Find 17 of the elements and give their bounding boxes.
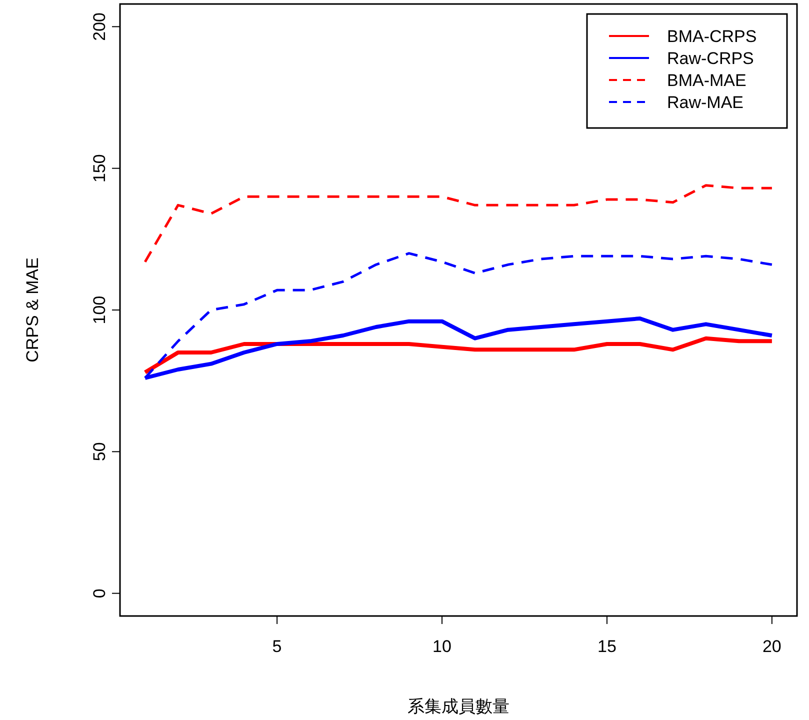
x-tick-label: 20	[762, 637, 782, 656]
y-tick-label: 150	[90, 154, 109, 183]
y-tick-label: 0	[90, 588, 109, 598]
x-tick-label: 10	[432, 637, 452, 656]
legend-label: Raw-CRPS	[667, 49, 754, 68]
y-axis-title: CRPS & MAE	[23, 258, 42, 362]
legend-label: BMA-CRPS	[667, 27, 757, 46]
y-tick-label: 100	[90, 296, 109, 324]
line-series	[144, 184, 774, 264]
line-series	[143, 336, 774, 374]
y-tick-label: 200	[90, 12, 109, 41]
x-tick-label: 5	[272, 637, 282, 656]
x-tick-label: 15	[598, 637, 616, 656]
x-axis-title: 系集成員數量	[408, 697, 510, 716]
y-tick-label: 50	[90, 442, 109, 462]
legend-label: Raw-MAE	[667, 93, 744, 112]
legend-label: BMA-MAE	[667, 71, 746, 90]
